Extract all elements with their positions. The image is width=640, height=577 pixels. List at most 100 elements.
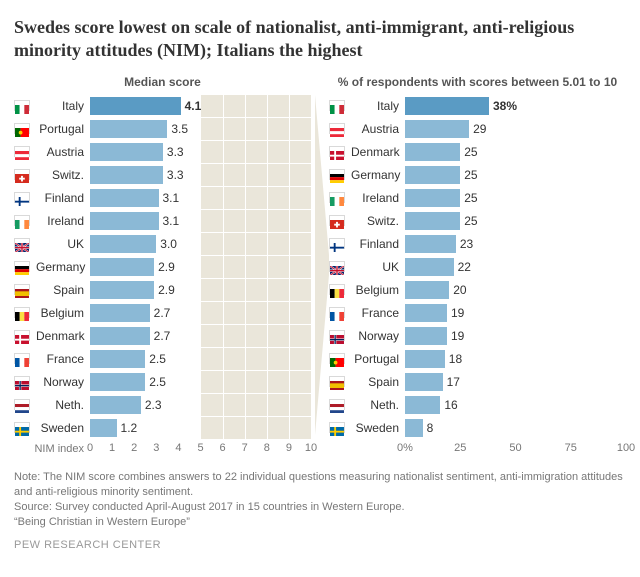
country-label: Germany (351, 168, 405, 182)
flag-icon (14, 261, 30, 272)
bar-value: 16 (444, 398, 457, 412)
right-chart: % of respondents with scores between 5.0… (329, 75, 626, 456)
bar (405, 373, 443, 391)
axis-tick: 2 (131, 442, 137, 454)
bar (90, 120, 167, 138)
flag-icon (329, 123, 345, 134)
bar (405, 120, 469, 138)
left-axis-label: NIM index (14, 443, 90, 455)
bar-area: 1.2 (90, 419, 311, 437)
country-label: Germany (36, 260, 90, 274)
bar (405, 396, 440, 414)
bar-area: 2.9 (90, 258, 311, 276)
table-row: Austria29 (329, 118, 626, 139)
bar-area: 3.5 (90, 120, 311, 138)
country-label: Belgium (351, 283, 405, 297)
left-axis: NIM index 012345678910 (14, 442, 311, 456)
bar-value: 2.7 (154, 306, 171, 320)
bar-value: 3.1 (163, 214, 180, 228)
bar-value: 2.9 (158, 260, 175, 274)
table-row: Switz.25 (329, 210, 626, 231)
country-label: Denmark (36, 329, 90, 343)
bar-area: 22 (405, 258, 626, 276)
flag-icon (329, 376, 345, 387)
flag-icon (329, 330, 345, 341)
right-chart-title: % of respondents with scores between 5.0… (329, 75, 626, 89)
bar (405, 235, 456, 253)
table-row: Italy4.1 (14, 95, 311, 116)
country-label: Ireland (351, 191, 405, 205)
bar (405, 189, 460, 207)
bar-area: 25 (405, 189, 626, 207)
country-label: Ireland (36, 214, 90, 228)
bar-area: 17 (405, 373, 626, 391)
axis-tick: 25 (454, 442, 466, 454)
table-row: Italy38% (329, 95, 626, 116)
bar-value: 17 (447, 375, 460, 389)
bar-value: 2.3 (145, 398, 162, 412)
table-row: Denmark25 (329, 141, 626, 162)
table-row: Portugal18 (329, 348, 626, 369)
bar-area: 18 (405, 350, 626, 368)
bar (90, 373, 145, 391)
country-label: Norway (351, 329, 405, 343)
axis-tick: 10 (305, 442, 317, 454)
axis-tick: 100 (617, 442, 635, 454)
notes-block: Note: The NIM score combines answers to … (14, 470, 626, 529)
country-label: Portugal (36, 122, 90, 136)
bar-value: 2.7 (154, 329, 171, 343)
bar-value: 2.5 (149, 352, 166, 366)
table-row: Belgium 20 (329, 279, 626, 300)
flag-icon (329, 307, 345, 318)
country-label: Denmark (351, 145, 405, 159)
bar-value: 20 (453, 283, 466, 297)
bar-value: 22 (458, 260, 471, 274)
bar (90, 419, 117, 437)
bar (405, 419, 423, 437)
bar (405, 258, 454, 276)
table-row: Germany25 (329, 164, 626, 185)
bar-value: 2.9 (158, 283, 175, 297)
bar-value: 18 (449, 352, 462, 366)
table-row: Ireland 3.1 (14, 210, 311, 231)
flag-icon (14, 399, 30, 410)
bar (405, 327, 447, 345)
bar (90, 189, 159, 207)
table-row: UK3.0 (14, 233, 311, 254)
bar-value: 23 (460, 237, 473, 251)
bar-value: 25 (464, 191, 477, 205)
bar-area: 23 (405, 235, 626, 253)
bar (90, 304, 150, 322)
flag-icon (14, 376, 30, 387)
table-row: Sweden8 (329, 417, 626, 438)
table-row: Portugal3.5 (14, 118, 311, 139)
table-row: Switz.3.3 (14, 164, 311, 185)
left-chart-title: Median score (14, 75, 311, 89)
flag-icon (329, 284, 345, 295)
country-label: France (351, 306, 405, 320)
flag-icon (14, 100, 30, 111)
country-label: France (36, 352, 90, 366)
bar-value: 29 (473, 122, 486, 136)
country-label: Switz. (351, 214, 405, 228)
bar (90, 143, 163, 161)
axis-tick: 8 (264, 442, 270, 454)
axis-tick: 7 (242, 442, 248, 454)
bar-value: 3.1 (163, 191, 180, 205)
bar-value: 3.3 (167, 168, 184, 182)
axis-tick: 3 (153, 442, 159, 454)
country-label: Belgium (36, 306, 90, 320)
country-label: Spain (351, 375, 405, 389)
axis-tick: 0 (87, 442, 93, 454)
bar (405, 97, 489, 115)
bar-area: 3.3 (90, 143, 311, 161)
bar-area: 19 (405, 304, 626, 322)
axis-tick: 6 (220, 442, 226, 454)
right-axis: 0%255075100 (329, 442, 626, 456)
bar (90, 235, 156, 253)
country-label: UK (36, 237, 90, 251)
bar-area: 25 (405, 166, 626, 184)
country-label: UK (351, 260, 405, 274)
flag-icon (14, 123, 30, 134)
country-label: Sweden (36, 421, 90, 435)
